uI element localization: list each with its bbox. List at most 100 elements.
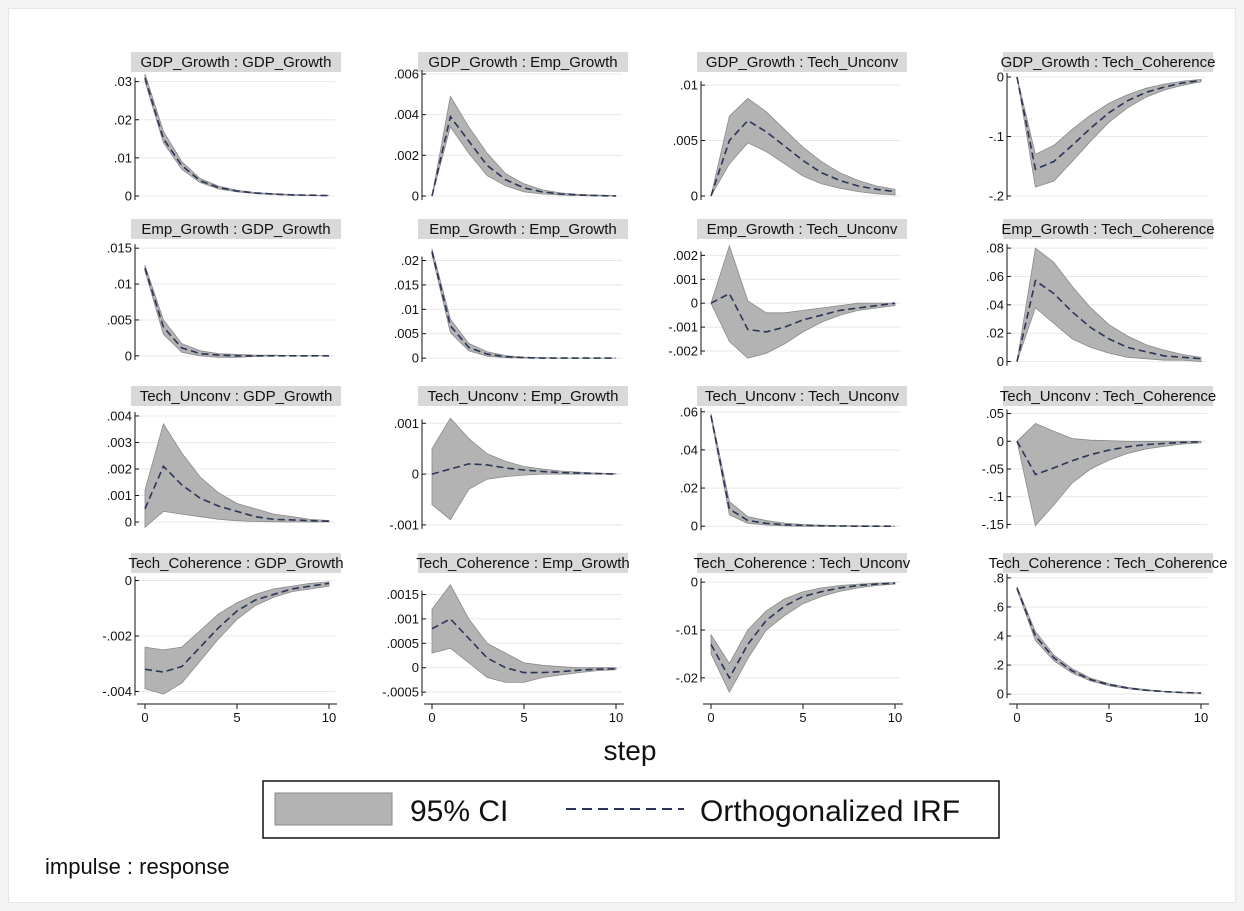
panel: Emp_Growth : Tech_Coherence 0 .02 .04 .06 .08: [986, 219, 1215, 369]
y-tick-label: .006: [394, 67, 419, 82]
panel-title: Tech_Unconv : Tech_Coherence: [1000, 388, 1217, 405]
panel-title-strip: [418, 52, 628, 72]
y-tick-label: 0: [125, 515, 132, 530]
panel: Emp_Growth : Tech_Unconv -.002 -.001 0 .001.…: [668, 219, 907, 359]
y-tick-label: .01: [401, 302, 419, 317]
y-tick-label: 0: [125, 348, 132, 363]
panel: GDP_Growth : Emp_Growth 0 .002 .004 .006: [394, 52, 628, 204]
panel: Tech_Unconv : Tech_Unconv 0 .02 .04 .06: [680, 386, 907, 534]
y-tick-label: 0: [691, 519, 698, 534]
y-tick-label: .01: [114, 277, 132, 292]
irf-line: [144, 77, 330, 197]
panel-title-strip: [697, 52, 907, 72]
irf-line: [710, 119, 896, 197]
panel: Tech_Coherence : Tech_Unconv -.02 -.01 0 0 5 1…: [676, 553, 911, 725]
ci-band: [710, 244, 896, 359]
y-tick-label: 0: [125, 573, 132, 588]
irf-line: [1016, 279, 1202, 362]
x-tick-label: 0: [1013, 710, 1020, 725]
y-tick-label: .02: [986, 326, 1004, 341]
panel-title-strip: [697, 553, 907, 573]
y-tick-label: .015: [394, 277, 419, 292]
y-tick-label: .005: [673, 133, 698, 148]
y-tick-label: 0: [691, 189, 698, 204]
y-tick-label: .02: [680, 481, 698, 496]
ci-band: [431, 248, 616, 359]
x-tick-label: 10: [1194, 710, 1208, 725]
panel-title: Emp_Growth : Tech_Unconv: [707, 221, 898, 238]
panel: Emp_Growth : Emp_Growth 0 .005 .01 .015 .02: [394, 219, 628, 366]
panel: Tech_Coherence : GDP_Growth -.004 -.002 0 0 5…: [102, 553, 344, 725]
y-tick-label: .8: [993, 570, 1004, 585]
y-tick-label: .08: [986, 241, 1004, 256]
x-tick-label: 5: [520, 710, 527, 725]
irf-line: [431, 617, 617, 674]
panel-title-strip: [1003, 52, 1213, 72]
y-tick-label: -.0005: [382, 685, 419, 700]
y-tick-label: -.05: [982, 462, 1004, 477]
y-tick-label: 0: [997, 69, 1004, 84]
panel-title: Tech_Unconv : Tech_Unconv: [705, 388, 900, 405]
ci-band: [431, 95, 617, 197]
panel-title-strip: [1003, 553, 1213, 573]
y-tick-label: .4: [993, 629, 1004, 644]
panel: Tech_Coherence : Emp_Growth -.0005 0 .0005.…: [382, 553, 630, 725]
y-tick-label: .002: [107, 462, 132, 477]
ci-band: [710, 582, 896, 694]
y-tick-label: -.002: [668, 344, 698, 359]
irf-line: [710, 292, 896, 333]
irf-line: [144, 582, 330, 673]
ci-band: [710, 413, 896, 527]
panel-title-strip: [1003, 386, 1213, 406]
ci-band: [144, 422, 330, 529]
ci-band: [1016, 423, 1202, 527]
irf-line: [431, 463, 617, 475]
panel-title-strip: [418, 553, 628, 573]
irf-line: [144, 464, 330, 522]
panel: GDP_Growth : GDP_Growth 0 .01 .02 .03: [114, 52, 341, 204]
y-tick-label: -.001: [668, 320, 698, 335]
y-tick-label: .001: [107, 488, 132, 503]
panel-title-strip: [418, 219, 628, 239]
x-tick-label: 0: [141, 710, 148, 725]
y-tick-label: .04: [680, 442, 698, 457]
ci-band: [431, 584, 617, 683]
y-tick-label: .6: [993, 599, 1004, 614]
x-tick-label: 5: [1105, 710, 1112, 725]
y-tick-label: -.1: [989, 489, 1004, 504]
y-tick-label: .06: [986, 269, 1004, 284]
panel: Tech_Unconv : Emp_Growth -.001 0 .001: [389, 386, 628, 532]
panel-title-strip: [131, 219, 341, 239]
y-tick-label: .06: [680, 404, 698, 419]
y-tick-label: .03: [114, 74, 132, 89]
y-tick-label: -.02: [676, 670, 698, 685]
y-tick-label: -.2: [989, 189, 1004, 204]
y-tick-label: .001: [394, 416, 419, 431]
panel: Tech_Unconv : Tech_Coherence -.15 -.1 -.05 0…: [982, 386, 1217, 532]
y-tick-label: .04: [986, 297, 1004, 312]
panel-title: Tech_Unconv : GDP_Growth: [140, 388, 333, 405]
legend-irf-label: Orthogonalized IRF: [700, 795, 960, 828]
y-tick-label: .02: [114, 112, 132, 127]
irf-line: [431, 114, 617, 197]
ci-band: [1016, 76, 1202, 188]
irf-line: [1016, 440, 1202, 476]
panel-title-strip: [131, 52, 341, 72]
panel-title-strip: [1003, 219, 1213, 239]
y-tick-label: 0: [691, 296, 698, 311]
x-tick-label: 5: [799, 710, 806, 725]
panel: GDP_Growth : Tech_Unconv 0 .005 .01: [673, 52, 907, 204]
y-tick-label: .004: [107, 408, 132, 423]
panel-title: Tech_Coherence : Emp_Growth: [416, 555, 629, 572]
y-tick-label: 0: [412, 351, 419, 366]
y-tick-label: 0: [125, 189, 132, 204]
y-tick-label: .015: [107, 241, 132, 256]
y-tick-label: .0015: [386, 587, 419, 602]
ci-band: [144, 73, 330, 196]
ci-band: [144, 581, 330, 695]
ci-band: [1016, 586, 1202, 694]
y-tick-label: 0: [412, 189, 419, 204]
panel-title: Tech_Coherence : Tech_Unconv: [694, 555, 911, 572]
panel-title-strip: [418, 386, 628, 406]
